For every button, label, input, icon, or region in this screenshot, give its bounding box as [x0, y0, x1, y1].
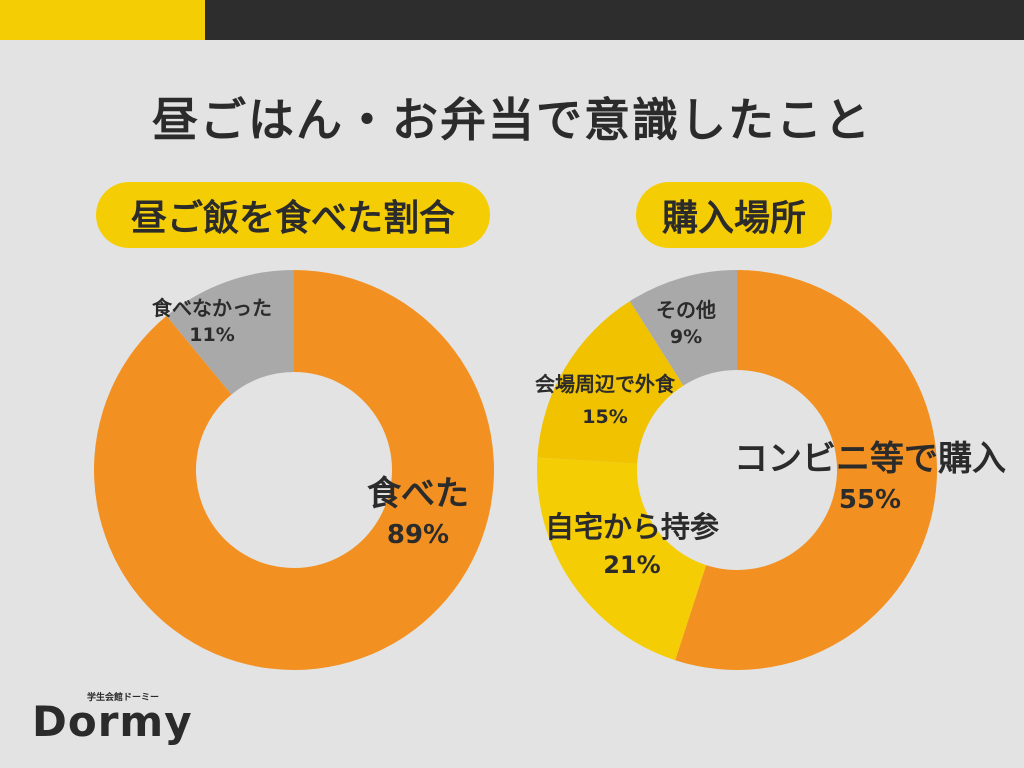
chart-2-slice-3-label: 会場周辺で外食: [535, 372, 676, 396]
chart-2-slice-1-value: 55%: [839, 485, 901, 515]
page-title: 昼ごはん・お弁当で意識したこと: [152, 93, 872, 147]
chart-1-slice-1-value: 89%: [387, 520, 449, 550]
chart-2-slice-2: [537, 457, 707, 661]
top-bar-accent: [0, 0, 205, 40]
top-bar: [0, 0, 1024, 40]
logo-subtitle: 学生会館ドーミー: [87, 693, 160, 703]
chart-1-slice-1-label: 食べた: [367, 474, 469, 514]
chart-2-slice-2-label: 自宅から持参: [545, 510, 719, 544]
chart-1-slice-2-value: 11%: [189, 324, 234, 346]
chart-2-slice-2-value: 21%: [603, 551, 660, 579]
logo-text: Dormy: [32, 697, 193, 746]
chart-2-slice-4-label: その他: [656, 298, 716, 322]
donut-chart-lunch-rate: 食べた 89% 食べなかった 11%: [93, 270, 494, 670]
chart-1-slice-2: [166, 270, 294, 395]
chart-2-slice-4-value: 9%: [670, 326, 702, 348]
chart-1-slice-1: [93, 270, 494, 670]
chart-2-slice-3-value: 15%: [582, 406, 627, 428]
chart-2-slice-1-label: コンビニ等で購入: [734, 439, 1006, 479]
chart-1-slice-2-label: 食べなかった: [152, 296, 272, 320]
donut-chart-purchase-place: コンビニ等で購入 55% 自宅から持参 21% 会場周辺で外食 15% その他 9%: [535, 270, 1006, 670]
chart-2-slice-4: [629, 270, 737, 386]
chart-2-slice-3: [537, 301, 684, 464]
chart-1-title: 昼ご飯を食べた割合: [96, 182, 490, 248]
chart-2-title: 購入場所: [636, 182, 832, 248]
chart-2-slice-1: [675, 270, 937, 670]
